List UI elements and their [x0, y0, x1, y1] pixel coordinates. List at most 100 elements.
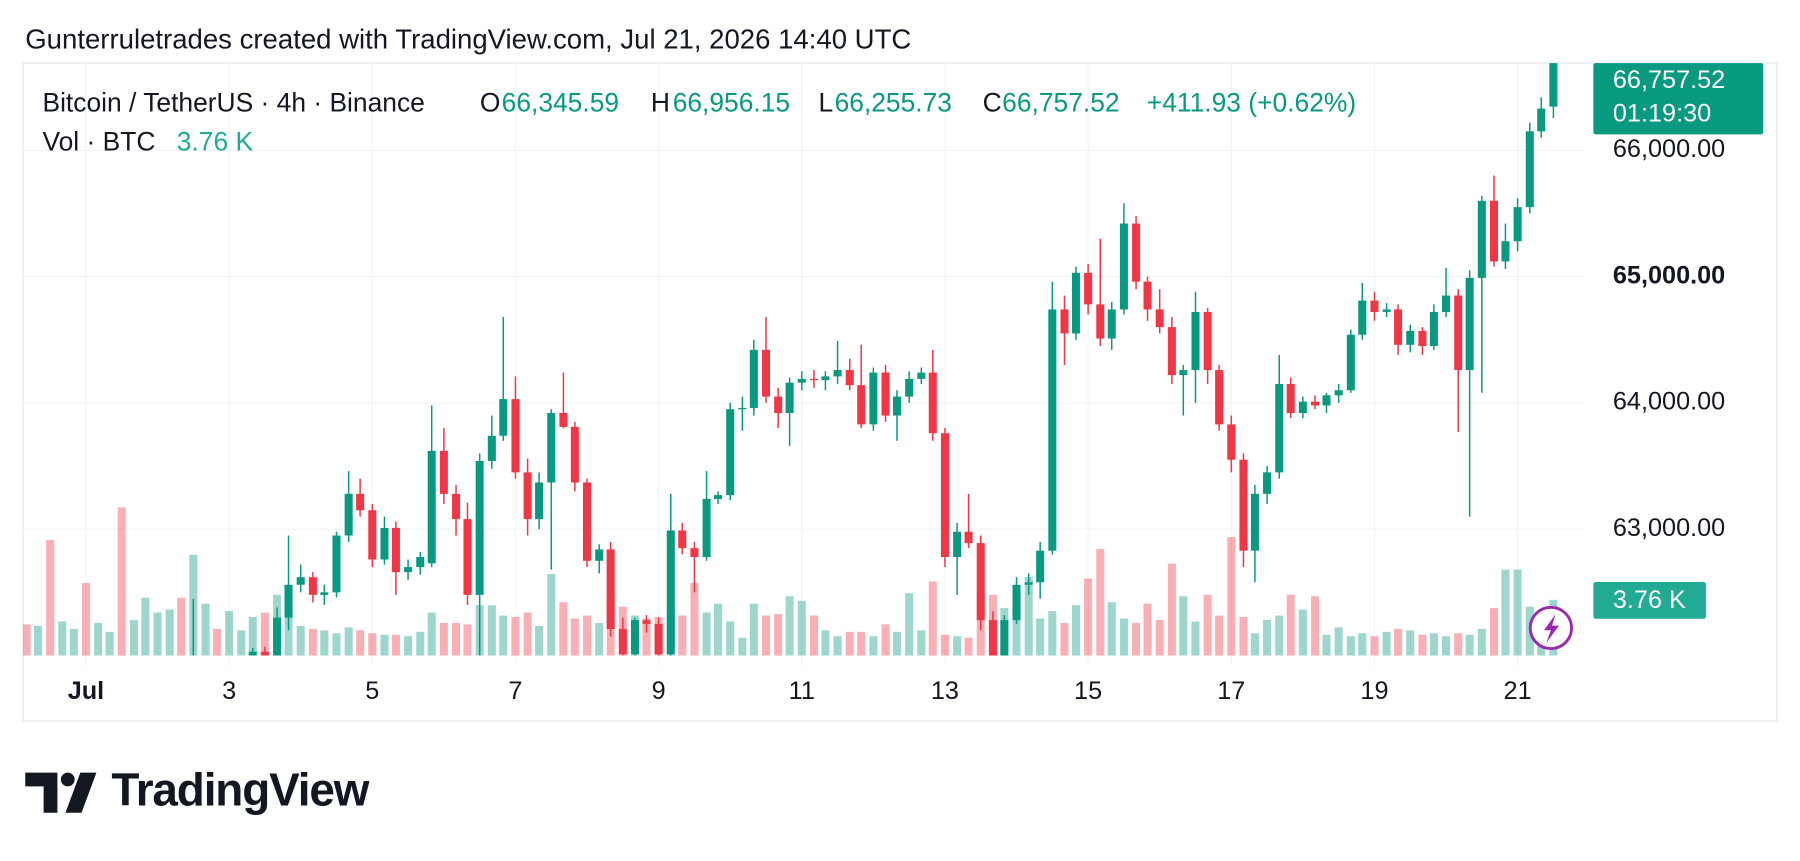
countdown: 01:19:30: [1613, 99, 1711, 127]
candle-body: [917, 372, 926, 379]
grid: [22, 63, 1585, 666]
volume-bar: [797, 600, 806, 656]
logo-mark-1: [25, 772, 58, 813]
x-tick-label: 15: [1074, 677, 1102, 705]
volume-bar: [1429, 633, 1438, 656]
volume-bar: [416, 631, 425, 656]
volume-bar: [726, 621, 735, 656]
y-tick-label: 66,000.00: [1613, 135, 1725, 163]
volume-bar: [1382, 631, 1391, 656]
candle-body: [308, 577, 317, 595]
volume-bar: [749, 603, 758, 656]
candle-body: [189, 674, 197, 685]
volume-bar: [714, 603, 723, 656]
volume-bar: [212, 628, 221, 656]
candle-body: [833, 370, 842, 377]
candle-body: [606, 549, 615, 629]
candle-body: [1107, 309, 1116, 339]
candle-body: [23, 693, 31, 696]
volume-bar: [1322, 634, 1331, 656]
candle-body: [1322, 395, 1331, 406]
candle-body: [547, 413, 556, 483]
candle-body: [988, 620, 997, 656]
volume-bar: [237, 630, 246, 656]
volume-bar: [463, 624, 472, 656]
volume-bar: [380, 634, 389, 656]
candle-body: [427, 450, 436, 564]
volume-bar: [1239, 617, 1248, 656]
volume-bar: [785, 596, 794, 656]
candle-body: [1000, 620, 1009, 656]
volume-bar: [595, 622, 604, 656]
volume-bar: [1406, 630, 1415, 656]
candle-body: [1036, 550, 1045, 583]
volume-bar: [1454, 633, 1463, 656]
volume-bar: [1191, 621, 1200, 656]
volume-bar: [1370, 636, 1379, 656]
candle-body: [1406, 330, 1415, 345]
candle-body: [1286, 383, 1295, 414]
volume-bar: [845, 631, 854, 656]
candle-body: [535, 482, 544, 520]
candle-body: [714, 495, 723, 499]
volume-bar: [1346, 636, 1355, 656]
plot-area: [22, 63, 1558, 709]
axes: 63,000.00 64,000.00 65,000.00 66,000.00 Jul 3…: [68, 135, 1726, 705]
candle-body: [260, 651, 269, 656]
candle-body: [905, 378, 914, 397]
x-tick-label: 17: [1217, 677, 1245, 705]
candle-body: [1537, 108, 1546, 132]
x-tick-label: 13: [931, 677, 959, 705]
candle-body: [726, 409, 735, 496]
candle-body: [34, 691, 42, 696]
candle-body: [1334, 390, 1343, 396]
volume-bar: [117, 507, 126, 656]
volume-bar: [964, 637, 973, 656]
candle-body: [1454, 295, 1463, 371]
volume-bar: [869, 636, 878, 656]
volume-bar: [439, 622, 448, 656]
high-value: 66,956.15: [673, 87, 790, 117]
candle-body: [953, 531, 962, 557]
candle-body: [976, 543, 985, 621]
volume-bar: [1107, 602, 1116, 656]
candle-body: [201, 668, 209, 674]
volume-bar: [1311, 596, 1320, 656]
candle-body: [809, 378, 818, 381]
volume-bar: [58, 621, 67, 656]
last-price: 66,757.52: [1613, 66, 1725, 94]
candle-body: [1048, 309, 1057, 551]
volume-bar: [1048, 611, 1057, 656]
volume-bar: [141, 597, 150, 656]
candle-body: [439, 450, 448, 494]
candle-body: [1143, 281, 1152, 310]
candle-body: [1418, 330, 1427, 347]
volume-bar: [94, 622, 103, 656]
y-tick-label: 65,000.00: [1613, 261, 1725, 289]
candle-body: [237, 662, 245, 665]
candle-body: [154, 686, 162, 692]
candle-body: [738, 407, 747, 410]
candle-body: [499, 399, 508, 436]
candle-body: [570, 426, 579, 483]
candle-body: [690, 548, 699, 557]
candle-body: [177, 678, 185, 686]
volume-bar: [1263, 619, 1272, 656]
candle-body: [284, 584, 293, 618]
x-tick-label: 9: [652, 677, 666, 705]
volume-bar: [332, 633, 341, 656]
candle-body: [678, 530, 687, 549]
open-key: O: [480, 87, 501, 117]
candle-body: [583, 482, 592, 561]
candle-body: [1203, 311, 1212, 371]
volume-bar: [1477, 628, 1486, 656]
candle-body: [1298, 401, 1307, 414]
candle-body: [296, 577, 305, 585]
candle-body: [130, 701, 138, 709]
volume-bar: [487, 605, 496, 656]
lightning-icon[interactable]: [1528, 605, 1573, 651]
candle-body: [356, 493, 365, 511]
candle-body: [1215, 370, 1224, 425]
volume-bar: [1012, 599, 1021, 656]
